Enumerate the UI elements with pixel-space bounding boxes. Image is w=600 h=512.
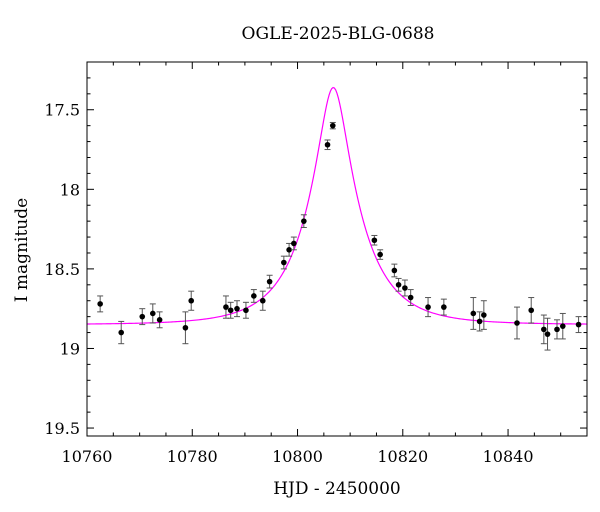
data-point-marker: [541, 326, 547, 333]
data-point: [391, 263, 398, 278]
data-point-marker: [286, 246, 292, 253]
data-point-marker: [544, 331, 551, 337]
data-point-marker: [227, 307, 234, 314]
data-point: [329, 121, 336, 130]
y-tick-label: 18: [60, 180, 80, 199]
data-point: [480, 300, 487, 330]
data-point-marker: [291, 240, 297, 247]
data-point: [139, 308, 146, 326]
data-point-marker: [470, 310, 477, 317]
x-tick-label: 10780: [167, 447, 218, 466]
data-point-marker: [476, 318, 483, 325]
data-point: [290, 236, 297, 251]
data-point: [188, 290, 195, 311]
data-point: [234, 300, 240, 318]
axis-ticks: [86, 62, 588, 436]
data-point-marker: [234, 305, 240, 312]
data-point: [286, 242, 293, 257]
data-point: [118, 320, 125, 345]
data-point-marker: [559, 323, 566, 329]
data-point: [554, 319, 560, 340]
data-point-marker: [324, 141, 331, 148]
data-point: [250, 289, 257, 303]
x-tick-label: 10760: [62, 447, 113, 466]
data-point-marker: [251, 293, 257, 299]
data-point: [97, 295, 104, 313]
y-tick-label: 19.5: [44, 419, 80, 438]
x-tick-labels: 10760 10780 10800 10820 10840: [62, 447, 534, 466]
data-point-marker: [514, 320, 520, 326]
data-point: [425, 297, 432, 318]
data-point-marker: [391, 267, 398, 274]
y-axis-label: I magnitude: [12, 198, 32, 302]
y-tick-labels: 17.5 18 18.5 19 19.5: [44, 101, 80, 438]
data-point: [259, 290, 266, 311]
plot-frame: [86, 61, 588, 437]
data-point: [401, 279, 408, 297]
data-point: [476, 311, 483, 332]
data-point: [266, 274, 273, 289]
data-point-marker: [395, 282, 402, 288]
data-point-marker: [371, 237, 378, 244]
data-point-marker: [281, 259, 287, 266]
data-point-marker: [149, 310, 156, 317]
data-point: [407, 289, 414, 306]
x-tick-label: 10820: [377, 447, 428, 466]
data-point-marker: [575, 321, 582, 328]
data-point: [559, 312, 566, 340]
chart-title: OGLE-2025-BLG-0688: [242, 24, 435, 44]
data-point: [470, 297, 477, 330]
y-tick-label: 17.5: [44, 101, 80, 120]
data-point-marker: [188, 297, 195, 304]
data-point: [540, 314, 547, 345]
data-point: [575, 316, 582, 334]
data-point-marker: [554, 326, 560, 333]
data-point-marker: [118, 329, 125, 336]
data-point: [242, 301, 249, 319]
data-point: [324, 139, 331, 151]
data-point: [182, 311, 189, 345]
data-point: [395, 277, 402, 292]
data-point-marker: [243, 307, 249, 314]
data-point-marker: [266, 278, 273, 285]
y-tick-label: 19: [60, 339, 80, 358]
data-point-marker: [425, 304, 431, 310]
data-point: [371, 234, 378, 246]
data-point: [377, 249, 384, 260]
data-point: [544, 317, 551, 351]
data-point-marker: [182, 324, 189, 331]
data-point-marker: [156, 317, 163, 323]
data-points: [97, 121, 582, 351]
data-point-marker: [481, 312, 487, 318]
data-point: [156, 311, 163, 329]
data-point-marker: [441, 304, 447, 310]
data-point-marker: [402, 285, 408, 291]
data-point-marker: [528, 307, 535, 314]
data-point: [300, 214, 307, 229]
data-point: [514, 306, 520, 340]
data-point-marker: [329, 122, 336, 129]
data-point: [222, 295, 229, 319]
data-point: [528, 297, 535, 324]
data-point-marker: [377, 251, 383, 258]
data-point-marker: [223, 304, 229, 310]
y-tick-label: 18.5: [44, 260, 80, 279]
data-point-marker: [139, 313, 146, 320]
data-point: [149, 303, 156, 324]
data-point-marker: [301, 218, 307, 224]
data-point: [227, 301, 234, 319]
model-curve: [86, 86, 588, 325]
data-point: [280, 255, 287, 270]
data-point-marker: [97, 301, 103, 307]
data-point-marker: [407, 294, 414, 301]
data-point: [440, 298, 447, 316]
x-tick-label: 10800: [272, 447, 323, 466]
data-point-marker: [259, 297, 266, 304]
x-axis-label: HJD - 2450000: [273, 479, 401, 499]
x-tick-label: 10840: [483, 447, 534, 466]
